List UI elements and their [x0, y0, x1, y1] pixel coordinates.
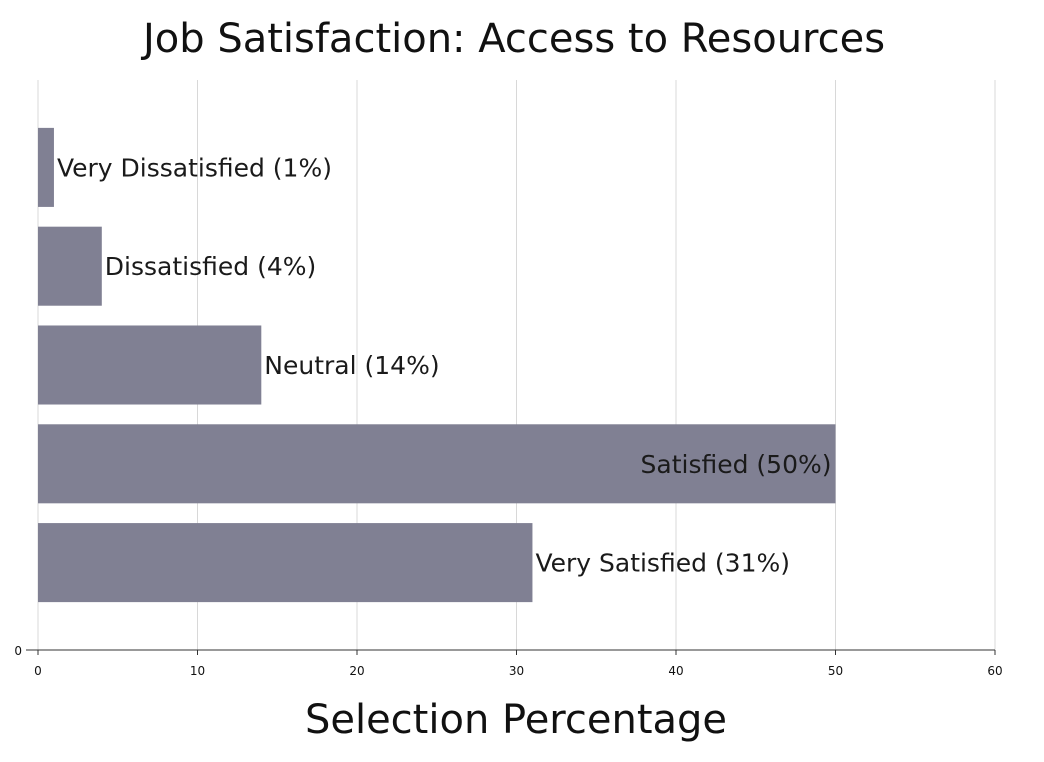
- x-tick-label-30: 30: [509, 664, 524, 678]
- bar-very-dissatisfied: [38, 127, 54, 207]
- x-tick-label-0: 0: [34, 664, 42, 678]
- y-tick-label-0: 0: [14, 644, 22, 658]
- data-label-very-satisfied: Very Satisfied (31%): [535, 549, 790, 578]
- x-axis: 0 10 20 30 40 50 60 0: [14, 644, 1002, 678]
- x-tick-label-20: 20: [349, 664, 364, 678]
- x-tick-label-60: 60: [987, 664, 1002, 678]
- bars: Very Dissatisfied (1%) Dissatisfied (4%) N…: [38, 127, 836, 603]
- x-tick-label-50: 50: [828, 664, 843, 678]
- data-label-dissatisfied: Dissatisfied (4%): [105, 252, 316, 281]
- chart-title: Job Satisfaction: Access to Resources: [140, 16, 885, 62]
- bar-very-satisfied: [38, 523, 533, 603]
- x-tick-label-40: 40: [668, 664, 683, 678]
- bar-dissatisfied: [38, 226, 102, 306]
- bar-neutral: [38, 325, 262, 405]
- data-label-very-dissatisfied: Very Dissatisfied (1%): [57, 153, 332, 182]
- x-axis-title: Selection Percentage: [305, 697, 727, 743]
- gridlines: [37, 80, 996, 650]
- x-tick-label-10: 10: [190, 664, 205, 678]
- bar-satisfied: [38, 424, 836, 504]
- data-label-neutral: Neutral (14%): [264, 351, 439, 380]
- data-label-satisfied: Satisfied (50%): [641, 450, 832, 479]
